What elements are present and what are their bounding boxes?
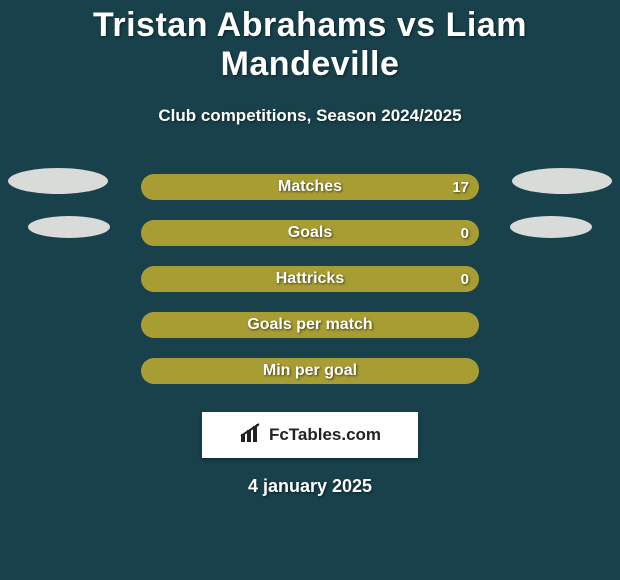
page-title: Tristan Abrahams vs Liam Mandeville (0, 0, 620, 84)
stat-label: Min per goal (263, 362, 357, 380)
stat-row: Min per goal (0, 348, 620, 394)
comparison-chart: Matches 17 Goals 0 Hattricks 0 Goals per match… (0, 164, 620, 404)
page-subtitle: Club competitions, Season 2024/2025 (0, 106, 620, 126)
stat-label: Goals (288, 224, 332, 242)
left-value-ellipse (28, 216, 110, 238)
logo-text: FcTables.com (269, 425, 381, 445)
right-value-ellipse (512, 168, 612, 194)
stat-label: Goals per match (247, 316, 372, 334)
stat-bar: Goals per match (141, 312, 479, 338)
stat-value: 0 (461, 271, 469, 288)
stat-bar: Goals 0 (141, 220, 479, 246)
stat-value: 17 (452, 179, 469, 196)
date-label: 4 january 2025 (0, 476, 620, 497)
stat-row: Goals per match (0, 302, 620, 348)
logo-card: FcTables.com (202, 412, 418, 458)
right-value-ellipse (510, 216, 592, 238)
stat-label: Hattricks (276, 270, 344, 288)
stat-label: Matches (278, 178, 342, 196)
stat-row: Matches 17 (0, 164, 620, 210)
stat-bar: Hattricks 0 (141, 266, 479, 292)
stat-bar: Min per goal (141, 358, 479, 384)
stat-value: 0 (461, 225, 469, 242)
left-value-ellipse (8, 168, 108, 194)
stat-row: Goals 0 (0, 210, 620, 256)
chart-icon (239, 422, 265, 449)
stat-bar: Matches 17 (141, 174, 479, 200)
stat-row: Hattricks 0 (0, 256, 620, 302)
